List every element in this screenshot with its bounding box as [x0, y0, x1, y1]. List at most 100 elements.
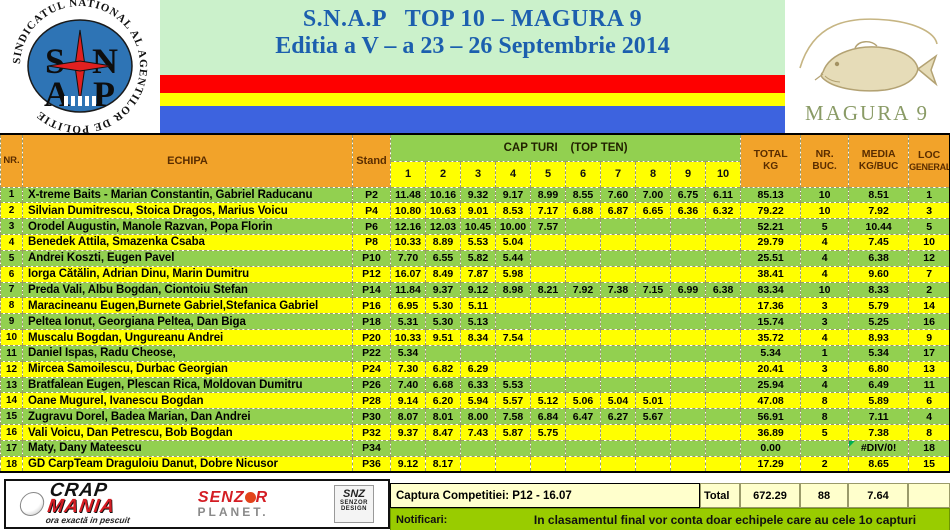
total-kg-value: 672.29: [740, 483, 800, 509]
capture-cell: 5.04: [495, 234, 531, 251]
capture-cell: [635, 424, 671, 441]
capture-cell: [670, 313, 706, 331]
capture-cell: 5.53: [495, 376, 531, 394]
team-cell: Mircea Samoilescu, Durbac Georgian: [22, 360, 353, 378]
table-row: 16 Vali Voicu, Dan Petrescu, Bob Bogdan P3…: [0, 424, 950, 441]
capture-cell: 7.57: [530, 218, 566, 236]
results-table: NR. ECHIPA Stand CAP TURI (TOP TEN) TOTA…: [0, 133, 950, 474]
stand-cell: P18: [352, 313, 391, 331]
loc-general-cell: 9: [908, 329, 950, 346]
table-row: 4 Benedek Attila, Smazenka Csaba P8 10.33 8.…: [0, 234, 950, 251]
media-cell: 6.49: [848, 376, 910, 394]
capture-cell: 9.51: [425, 329, 461, 346]
capture-col-header: 6: [565, 160, 601, 188]
rank-cell: 7: [0, 281, 23, 299]
nr-buc-cell: 4: [800, 376, 850, 394]
team-cell: Andrei Koszti, Eugen Pavel: [22, 249, 353, 267]
stand-cell: P34: [352, 440, 391, 457]
stand-cell: P8: [352, 234, 391, 251]
capture-cell: 6.20: [425, 392, 461, 410]
capture-cell: 5.98: [495, 265, 531, 283]
page-title: S.N.A.P TOP 10 – MAGURA 9: [302, 6, 643, 32]
captura-competitiei: Captura Competitiei: P12 - 16.07: [390, 483, 700, 509]
capture-col-header: 10: [704, 160, 742, 188]
nr-buc-cell: 8: [800, 408, 850, 426]
loc-general-cell: 4: [908, 408, 950, 426]
capture-cell: 9.12: [390, 455, 426, 473]
capture-cell: [495, 344, 531, 362]
capture-cell: [704, 440, 742, 457]
capture-cell: 9.37: [390, 424, 426, 441]
total-kg-cell: 5.34: [740, 344, 802, 362]
capture-cell: [565, 313, 601, 331]
capture-cell: 6.38: [704, 281, 742, 299]
capture-cell: 8.53: [495, 202, 531, 220]
col-header-total: TOTAL KG: [740, 133, 802, 188]
senzordesign-logo-icon: SNZ SENZOR DESIGN: [333, 485, 374, 524]
capture-cell: [704, 313, 742, 331]
nr-buc-cell: 4: [800, 265, 850, 283]
loc-general-cell: 14: [908, 297, 950, 315]
capture-cell: [635, 297, 671, 315]
capture-cell: [565, 329, 601, 346]
capture-cell: 7.38: [600, 281, 636, 299]
capture-cell: 5.31: [390, 313, 426, 331]
capture-cell: [670, 408, 706, 426]
rank-cell: 1: [0, 186, 23, 204]
capture-cell: [600, 313, 636, 331]
team-cell: Maty, Dany Mateescu: [22, 440, 353, 457]
team-cell: Preda Vali, Albu Bogdan, Ciontoiu Stefan: [22, 281, 353, 299]
capture-cell: [565, 265, 601, 283]
magura-logo-label: MAGURA 9: [805, 101, 929, 125]
media-cell: 8.51: [848, 186, 910, 204]
capture-cell: 8.01: [425, 408, 461, 426]
senzor-dot-icon: [244, 492, 256, 504]
media-cell: 9.60: [848, 265, 910, 283]
capture-col-header: 1: [390, 160, 426, 188]
rank-cell: 5: [0, 249, 23, 267]
stand-cell: P20: [352, 329, 391, 346]
capture-cell: 8.49: [425, 265, 461, 283]
total-kg-cell: 29.79: [740, 234, 802, 251]
capture-cell: [565, 297, 601, 315]
total-kg-cell: 36.89: [740, 424, 802, 441]
capture-cell: [565, 376, 601, 394]
loc-general-cell: 13: [908, 360, 950, 378]
team-cell: Vali Voicu, Dan Petrescu, Bob Bogdan: [22, 424, 353, 441]
capture-cell: [670, 440, 706, 457]
capture-cell: [530, 249, 566, 267]
snap-logo-icon: SINDICATUL NATIONAL AL AGENTILOR DE POLI…: [0, 0, 160, 133]
capture-cell: 6.33: [460, 376, 496, 394]
capture-cell: [565, 424, 601, 441]
loc-general-cell: 11: [908, 376, 950, 394]
capture-cell: 5.30: [425, 313, 461, 331]
table-header: NR. ECHIPA Stand CAP TURI (TOP TEN) TOTA…: [0, 133, 950, 188]
total-kg-cell: 38.41: [740, 265, 802, 283]
capture-cell: [635, 249, 671, 267]
capture-cell: 5.34: [390, 344, 426, 362]
capture-col-header: 8: [635, 160, 671, 188]
stand-cell: P30: [352, 408, 391, 426]
total-kg-cell: 83.34: [740, 281, 802, 299]
capture-cell: [635, 360, 671, 378]
total-kg-cell: 52.21: [740, 218, 802, 236]
capture-cell: 5.57: [495, 392, 531, 410]
rank-cell: 12: [0, 360, 23, 378]
capture-cell: [530, 234, 566, 251]
table-row: 11 Daniel Ispas, Radu Cheose, P22 5.34 5.34 1…: [0, 344, 950, 362]
title-block: S.N.A.P TOP 10 – MAGURA 9 Editia a V – a…: [160, 0, 785, 75]
capture-col-header: 3: [460, 160, 496, 188]
capture-cell: 5.82: [460, 249, 496, 267]
team-cell: Daniel Ispas, Radu Cheose,: [22, 344, 353, 362]
capture-cell: 5.87: [495, 424, 531, 441]
capture-cell: [600, 249, 636, 267]
capture-cell: [635, 455, 671, 473]
crapmania-tagline: ora exactă in pescuit: [45, 515, 131, 526]
capture-cell: 8.98: [495, 281, 531, 299]
capture-cell: 6.75: [670, 186, 706, 204]
media-cell: 7.92: [848, 202, 910, 220]
capture-cell: 6.87: [600, 202, 636, 220]
capture-cell: [600, 344, 636, 362]
capture-cell: [530, 440, 566, 457]
capture-cell: 5.30: [425, 297, 461, 315]
